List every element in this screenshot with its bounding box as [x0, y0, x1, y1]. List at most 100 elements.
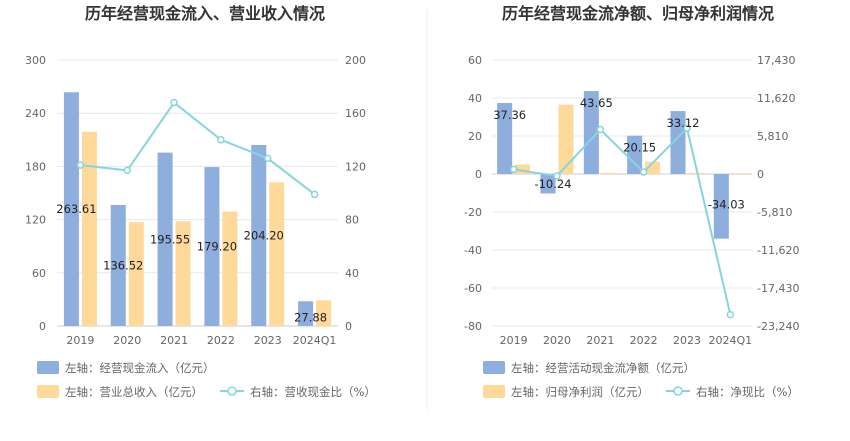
line-point-2-1	[553, 172, 561, 180]
right-axis-tick-1-3: 120	[345, 160, 366, 173]
left-axis-tick-1-3: 180	[25, 160, 46, 173]
line-point-1-1	[123, 166, 131, 175]
left-axis-tick-2-3: -20	[464, 206, 482, 219]
line-series-2	[513, 126, 732, 315]
right-axis-tick-2-6: 11,620	[757, 92, 796, 105]
x-axis-tick-2-0: 2019	[500, 334, 528, 347]
line-point-2-5	[726, 310, 735, 319]
chart-title-2: 历年经营现金流净额、归母净利润情况	[502, 4, 774, 23]
x-axis-tick-1-5: 2024Q1	[293, 334, 337, 347]
line-point-1-4	[264, 154, 272, 163]
right-axis-tick-2-1: -17,430	[757, 282, 799, 295]
bar-2-s1-2	[601, 172, 617, 174]
line-point-2-2	[596, 125, 605, 134]
bar-1-s1-4	[269, 182, 285, 326]
bar-2-s1-3	[645, 161, 661, 174]
bar-1-s0-3	[204, 167, 220, 326]
data-label-1-2: 195.55	[150, 232, 190, 246]
data-label-1-3: 179.20	[197, 240, 237, 254]
legend-label-1-0: 左轴：经营现金流入（亿元）	[65, 361, 215, 375]
data-label-2-0: 37.36	[493, 108, 526, 122]
x-axis-tick-1-0: 2019	[66, 334, 94, 347]
bar-1-s0-1	[110, 204, 126, 326]
line-point-1-5	[310, 190, 319, 199]
data-label-1-4: 204.20	[244, 228, 284, 242]
bar-2-s1-0	[515, 164, 531, 174]
legend-swatch-marker-1	[227, 386, 237, 396]
x-axis-tick-2-3: 2022	[630, 334, 658, 347]
bar-1-s1-5	[316, 300, 332, 326]
legend-swatch-2-1	[483, 385, 505, 398]
line-point-2-0	[509, 165, 518, 174]
line-series-1	[80, 101, 316, 196]
line-point-1-0	[76, 161, 85, 169]
data-label-2-5: -34.03	[708, 198, 745, 212]
data-label-1-5: 27.88	[294, 310, 327, 324]
legend-label-2-2: 右轴：净现比（%）	[696, 385, 799, 399]
left-axis-tick-1-1: 60	[32, 267, 46, 280]
line-point-1-2	[170, 98, 178, 107]
right-axis-tick-2-7: 17,430	[757, 54, 796, 67]
left-axis-tick-1-2: 120	[25, 214, 46, 227]
data-label-2-1: -10.24	[534, 177, 571, 191]
right-axis-tick-1-4: 160	[345, 107, 366, 120]
legend-label-2-0: 左轴：经营活动现金流净额（亿元）	[511, 361, 695, 375]
legend-swatch-1-1	[37, 385, 59, 398]
x-axis-tick-1-1: 2020	[113, 334, 141, 347]
x-axis-tick-2-2: 2021	[586, 334, 614, 347]
x-axis-tick-2-4: 2023	[673, 334, 701, 347]
bar-2-s1-1	[558, 104, 574, 174]
left-axis-tick-2-2: -40	[464, 244, 482, 257]
legend-swatch-2-0	[483, 361, 505, 374]
legend-label-1-2: 右轴：营收现金比（%）	[250, 385, 376, 399]
right-axis-tick-1-1: 40	[345, 267, 359, 280]
legend-label-2-1: 左轴：归母净利润（亿元）	[511, 385, 649, 399]
left-axis-tick-2-6: 40	[468, 92, 482, 105]
bar-1-s1-0	[81, 131, 97, 326]
data-label-2-2: 43.65	[580, 96, 613, 110]
legend-label-1-1: 左轴：营业总收入（亿元）	[65, 385, 203, 399]
right-axis-tick-2-4: 0	[757, 168, 764, 181]
data-label-2-3: 20.15	[623, 141, 656, 155]
left-axis-tick-1-5: 300	[25, 54, 46, 67]
left-axis-tick-2-7: 60	[468, 54, 482, 67]
chart-title-1: 历年经营现金流入、营业收入情况	[85, 4, 325, 23]
bar-2-s0-0	[497, 103, 513, 174]
bar-2-s0-1	[540, 174, 556, 194]
data-label-1-0: 263.61	[56, 202, 96, 216]
legend-swatch-1-0	[37, 361, 59, 374]
right-axis-tick-1-5: 200	[345, 54, 366, 67]
right-axis-tick-2-0: -23,240	[757, 320, 799, 333]
right-axis-tick-2-5: 5,810	[757, 130, 789, 143]
data-label-2-4: 33.12	[667, 116, 700, 130]
bar-2-s0-4	[670, 111, 686, 174]
left-axis-tick-2-5: 20	[468, 130, 482, 143]
x-axis-tick-2-1: 2020	[543, 334, 571, 347]
legend-swatch-marker-2	[673, 386, 683, 396]
left-axis-tick-2-4: 0	[475, 168, 482, 181]
bar-2-s0-3	[627, 135, 643, 174]
bar-1-s0-2	[157, 152, 173, 326]
bar-1-s0-4	[251, 144, 267, 326]
line-point-2-3	[639, 168, 648, 176]
right-axis-tick-2-2: -11,620	[757, 244, 799, 257]
x-axis-tick-1-2: 2021	[160, 334, 188, 347]
left-axis-tick-2-0: -80	[464, 320, 482, 333]
right-axis-tick-1-0: 0	[345, 320, 352, 333]
x-axis-tick-1-3: 2022	[207, 334, 235, 347]
bar-1-s1-3	[222, 211, 238, 326]
bar-1-s1-1	[128, 222, 144, 326]
left-axis-tick-1-0: 0	[39, 320, 46, 333]
bar-2-s1-4	[688, 172, 704, 174]
data-label-1-1: 136.52	[103, 258, 143, 272]
right-axis-tick-2-3: -5,810	[757, 206, 792, 219]
bar-1-s1-2	[175, 221, 191, 326]
bar-1-s0-5	[298, 301, 314, 326]
right-axis-tick-1-2: 80	[345, 214, 359, 227]
bar-1-s0-0	[63, 92, 79, 326]
bar-2-s0-5	[713, 174, 729, 239]
x-axis-tick-1-4: 2023	[254, 334, 282, 347]
left-axis-tick-2-1: -60	[464, 282, 482, 295]
